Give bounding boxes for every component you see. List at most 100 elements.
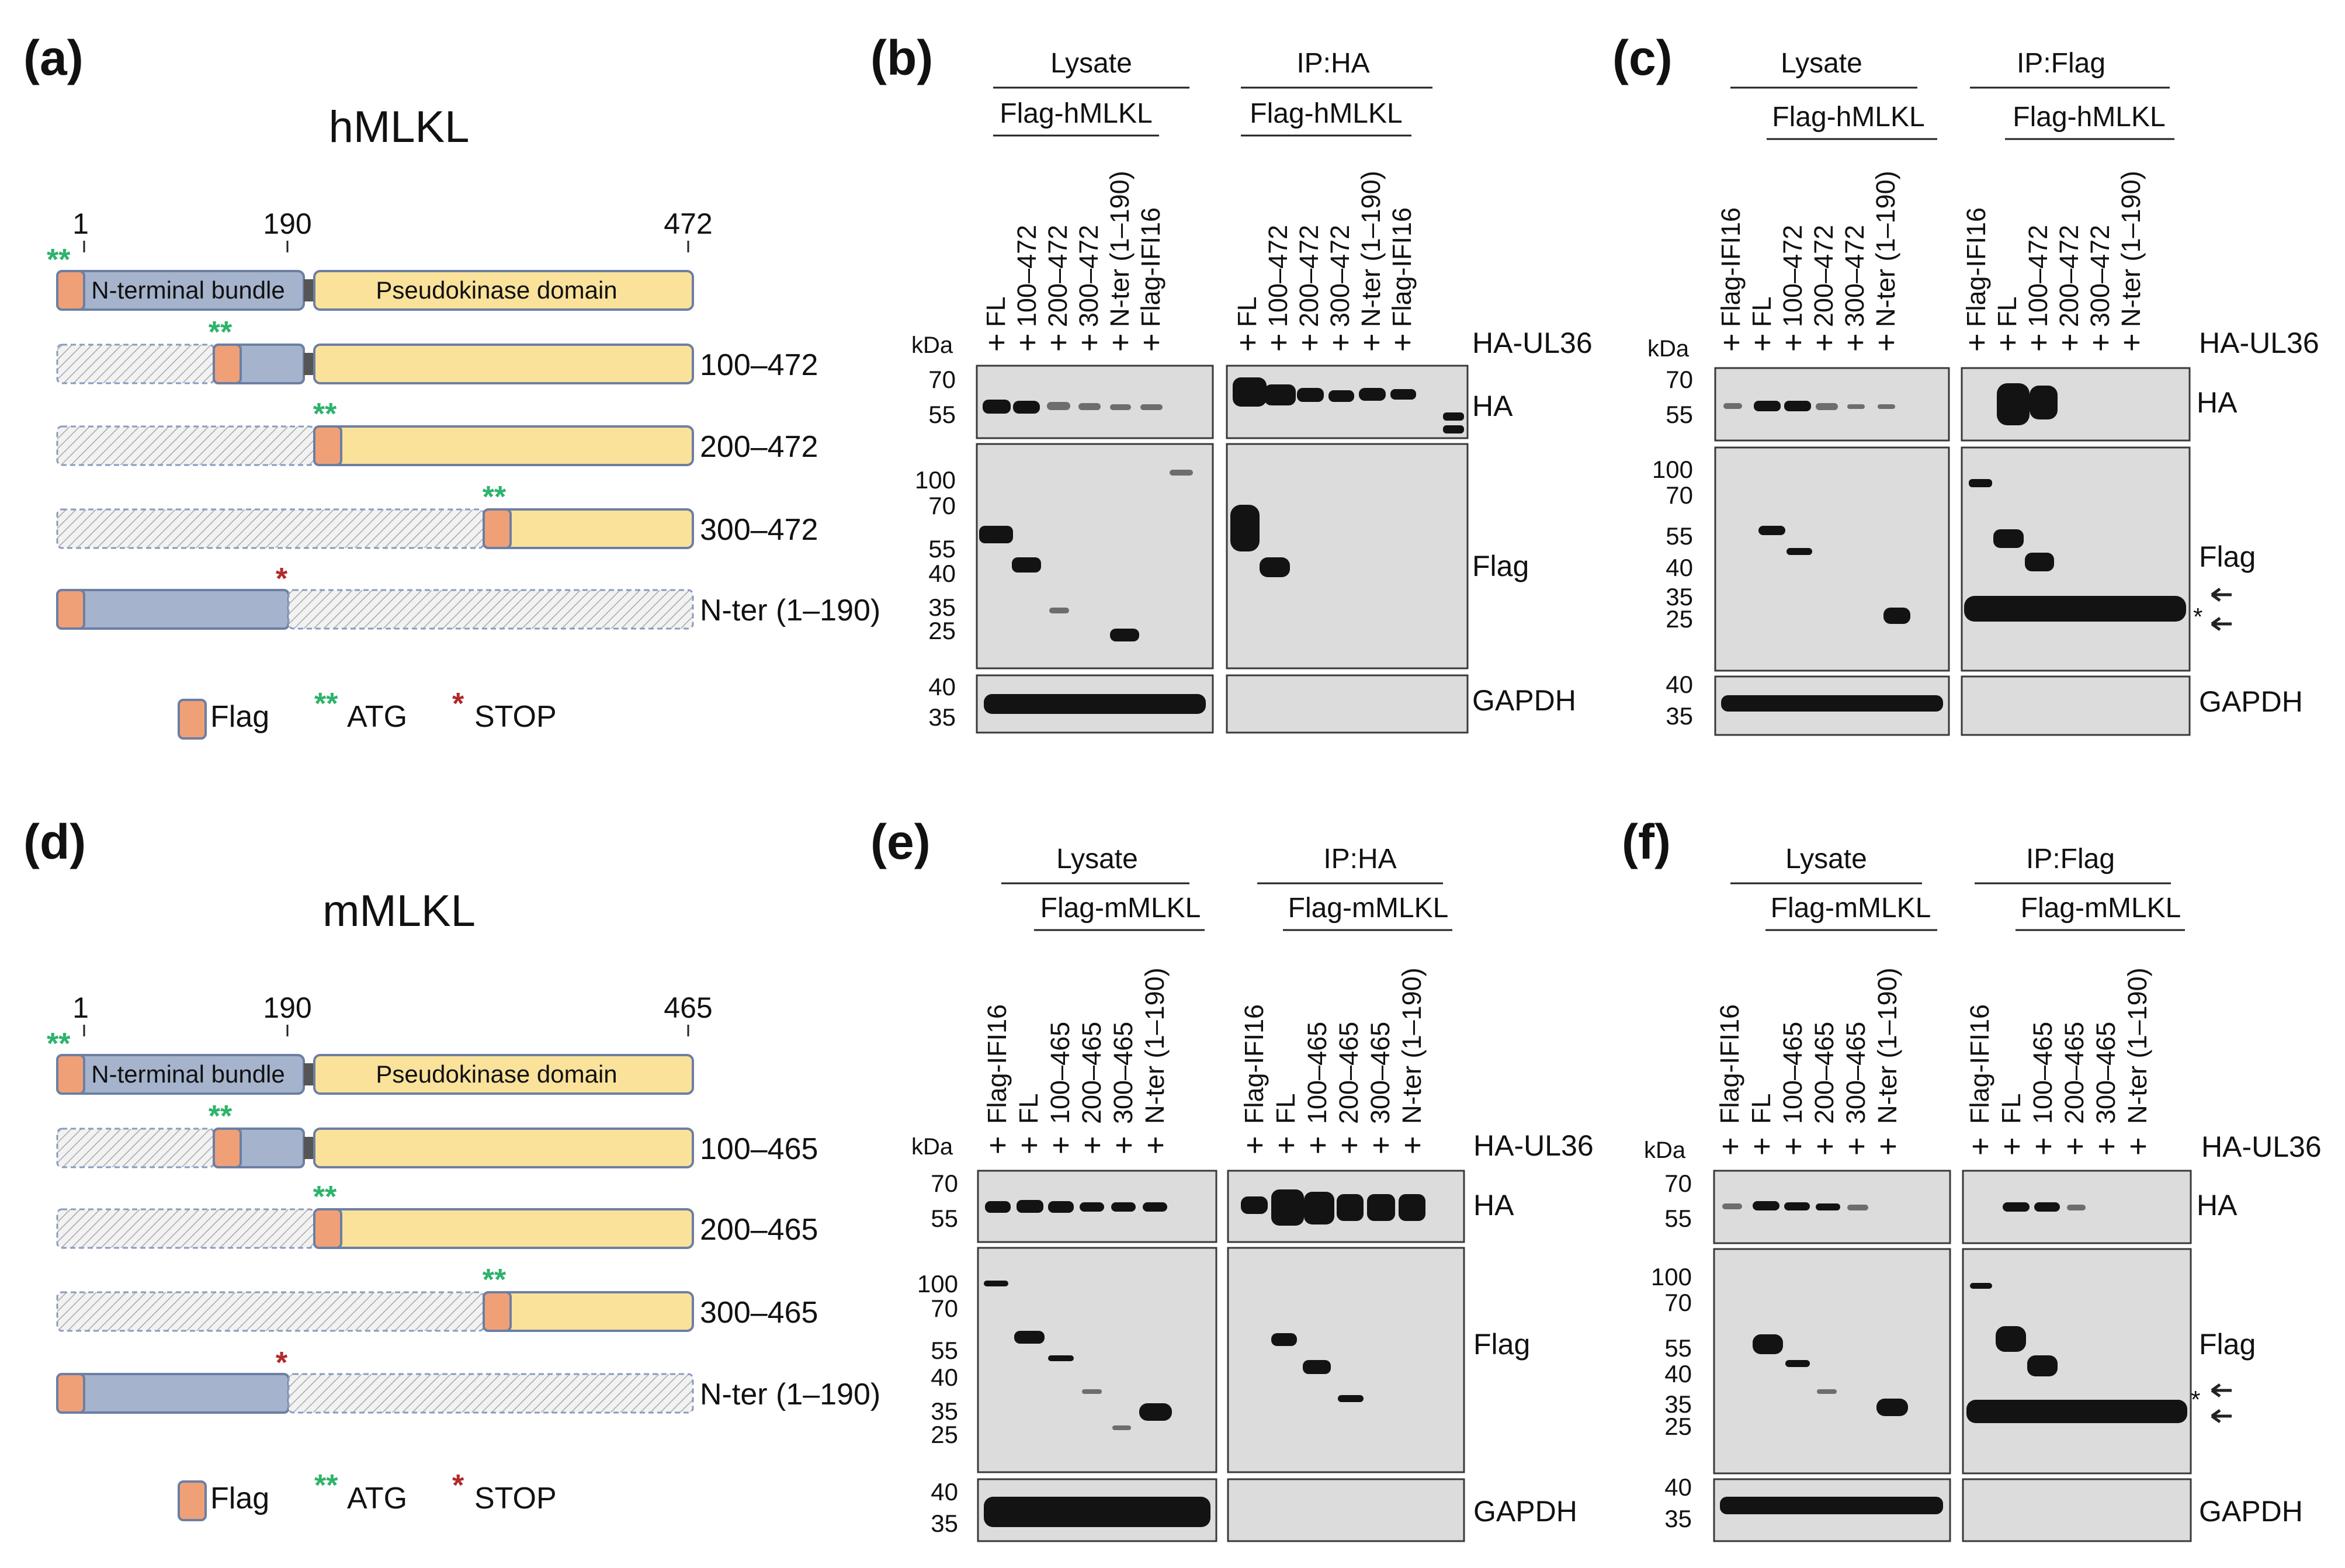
arrow-icon xyxy=(2211,616,2232,632)
flag-tag xyxy=(56,589,85,630)
mmlkl-title: mMLKL xyxy=(322,886,476,936)
lane-label: N-ter (1–190) xyxy=(2116,171,2146,327)
bands-flag xyxy=(1758,479,2186,624)
band xyxy=(1264,384,1296,405)
legend-flag: Flag xyxy=(210,700,269,734)
lane-label: N-ter (1–190) xyxy=(1105,171,1135,327)
linker xyxy=(304,279,314,301)
sub-label: Flag-mMLKL xyxy=(1040,893,1201,924)
marker-label: 25 xyxy=(928,617,956,644)
plus-sign: + xyxy=(1784,1129,1803,1164)
lane-label: FL xyxy=(1996,1093,2026,1124)
blot-gapdh-ip xyxy=(1962,1478,2192,1542)
construct-label: 300–465 xyxy=(700,1296,818,1330)
antibody-flag: Flag xyxy=(1472,550,1529,582)
band xyxy=(1817,1389,1837,1394)
plus-sign: + xyxy=(1020,1128,1039,1163)
deleted-region xyxy=(287,589,694,630)
plus-sign: + xyxy=(1331,325,1350,360)
blot-flag-lysate xyxy=(977,1247,1217,1473)
lane-label: N-ter (1–190) xyxy=(1356,171,1386,327)
n-terminal-bundle xyxy=(56,589,290,630)
flag-tag xyxy=(56,270,85,311)
band xyxy=(2030,386,2058,419)
flag-tag xyxy=(313,1208,342,1249)
marker-label: 40 xyxy=(1664,1473,1692,1501)
lane-label: 300–472 xyxy=(1325,225,1355,327)
lane-label: FL xyxy=(1992,296,2022,327)
band xyxy=(1847,404,1865,409)
blot-flag-lysate xyxy=(1713,1248,1951,1475)
band xyxy=(1786,548,1812,555)
band xyxy=(1970,1283,1992,1289)
sub-label: Flag-mMLKL xyxy=(1771,893,1931,924)
band xyxy=(1359,388,1386,401)
blot-flag-lysate xyxy=(976,443,1214,669)
bands-ha xyxy=(1722,1201,2086,1212)
band xyxy=(1367,1194,1395,1221)
band xyxy=(1328,390,1354,402)
plus-sign: + xyxy=(2060,325,2079,360)
construct-label: 200–472 xyxy=(700,430,818,464)
atg-marker: ** xyxy=(209,1099,233,1133)
blot-gapdh-ip xyxy=(1227,1478,1465,1542)
sub-label: Flag-mMLKL xyxy=(1288,893,1449,924)
plus-sign: + xyxy=(1052,1128,1070,1163)
lane-label: Flag-IFI16 xyxy=(1136,207,1165,327)
legend-atg: ATG xyxy=(347,1482,407,1515)
sub-label: Flag-hMLKL xyxy=(2013,102,2165,133)
blot-flag-ip xyxy=(1961,446,2191,672)
atg-marker: ** xyxy=(313,397,337,431)
panel-label-f: (f) xyxy=(1622,814,1671,869)
construct-full-length: N-terminal bundle Pseudokinase domain xyxy=(56,1054,694,1095)
lane-label: 200–472 xyxy=(1043,225,1073,327)
ha-ul36-label: HA-UL36 xyxy=(1472,327,1593,359)
plus-sign: + xyxy=(1018,325,1037,360)
lane-label: Flag-IFI16 xyxy=(1239,1004,1269,1124)
plus-sign: + xyxy=(1722,325,1741,360)
plus-sign: + xyxy=(1146,1128,1165,1163)
plus-sign: + xyxy=(2129,1129,2148,1164)
marker-label: 40 xyxy=(1666,671,1693,698)
band xyxy=(1013,401,1040,414)
lane-label: 300–472 xyxy=(2085,225,2115,327)
markers-gapdh: 40 35 xyxy=(928,673,956,731)
lane-labels: Flag-IFI16 FL 100–465 200–465 300–465 N-… xyxy=(982,967,1427,1124)
construct-100-472: ** 100–472 xyxy=(56,315,818,384)
band xyxy=(1233,377,1267,407)
lane-label: 100–472 xyxy=(2023,225,2053,327)
pos-472: 472 xyxy=(664,207,712,240)
panel-c: (c) Lysate Flag-hMLKL IP:Flag Flag-hMLKL… xyxy=(1612,30,2319,736)
panel-label-c: (c) xyxy=(1612,30,1673,85)
plus-row: + + + + + + + + + + + + xyxy=(987,325,1412,360)
lane-labels: Flag-IFI16 FL 100–465 200–465 300–465 N-… xyxy=(1715,967,2152,1124)
band xyxy=(1964,596,2186,622)
markers-ha: 70 55 xyxy=(931,1170,958,1232)
marker-label: 70 xyxy=(1664,1289,1692,1316)
band xyxy=(2067,1205,2086,1210)
plus-sign: + xyxy=(1721,1129,1740,1164)
flag-tag xyxy=(56,1054,85,1095)
band xyxy=(1390,389,1416,400)
kda-label: kDa xyxy=(911,332,953,358)
linker xyxy=(304,1063,314,1085)
bands-ha xyxy=(983,377,1464,433)
band xyxy=(2034,1202,2060,1212)
marker-label: 35 xyxy=(931,1397,958,1425)
marker-label: 25 xyxy=(1664,1413,1692,1440)
plus-sign: + xyxy=(2091,325,2110,360)
band xyxy=(1080,1202,1104,1212)
plus-sign: + xyxy=(1309,1128,1327,1163)
lane-label: 300–472 xyxy=(1840,225,1869,327)
panel-e: (e) Lysate Flag-mMLKL IP:HA Flag-mMLKL F… xyxy=(870,814,1594,1542)
stop-marker: * xyxy=(276,1346,288,1380)
blot-flag-ip xyxy=(1226,443,1469,669)
band xyxy=(1082,1389,1102,1394)
pseudokinase-domain xyxy=(313,425,694,466)
domain-label-nterm: N-terminal bundle xyxy=(91,1060,285,1088)
band xyxy=(1443,425,1464,433)
lane-label: 100–472 xyxy=(1263,225,1293,327)
marker-label: 100 xyxy=(915,466,956,494)
band xyxy=(1112,1425,1131,1430)
markers-gapdh: 40 35 xyxy=(1666,671,1693,730)
